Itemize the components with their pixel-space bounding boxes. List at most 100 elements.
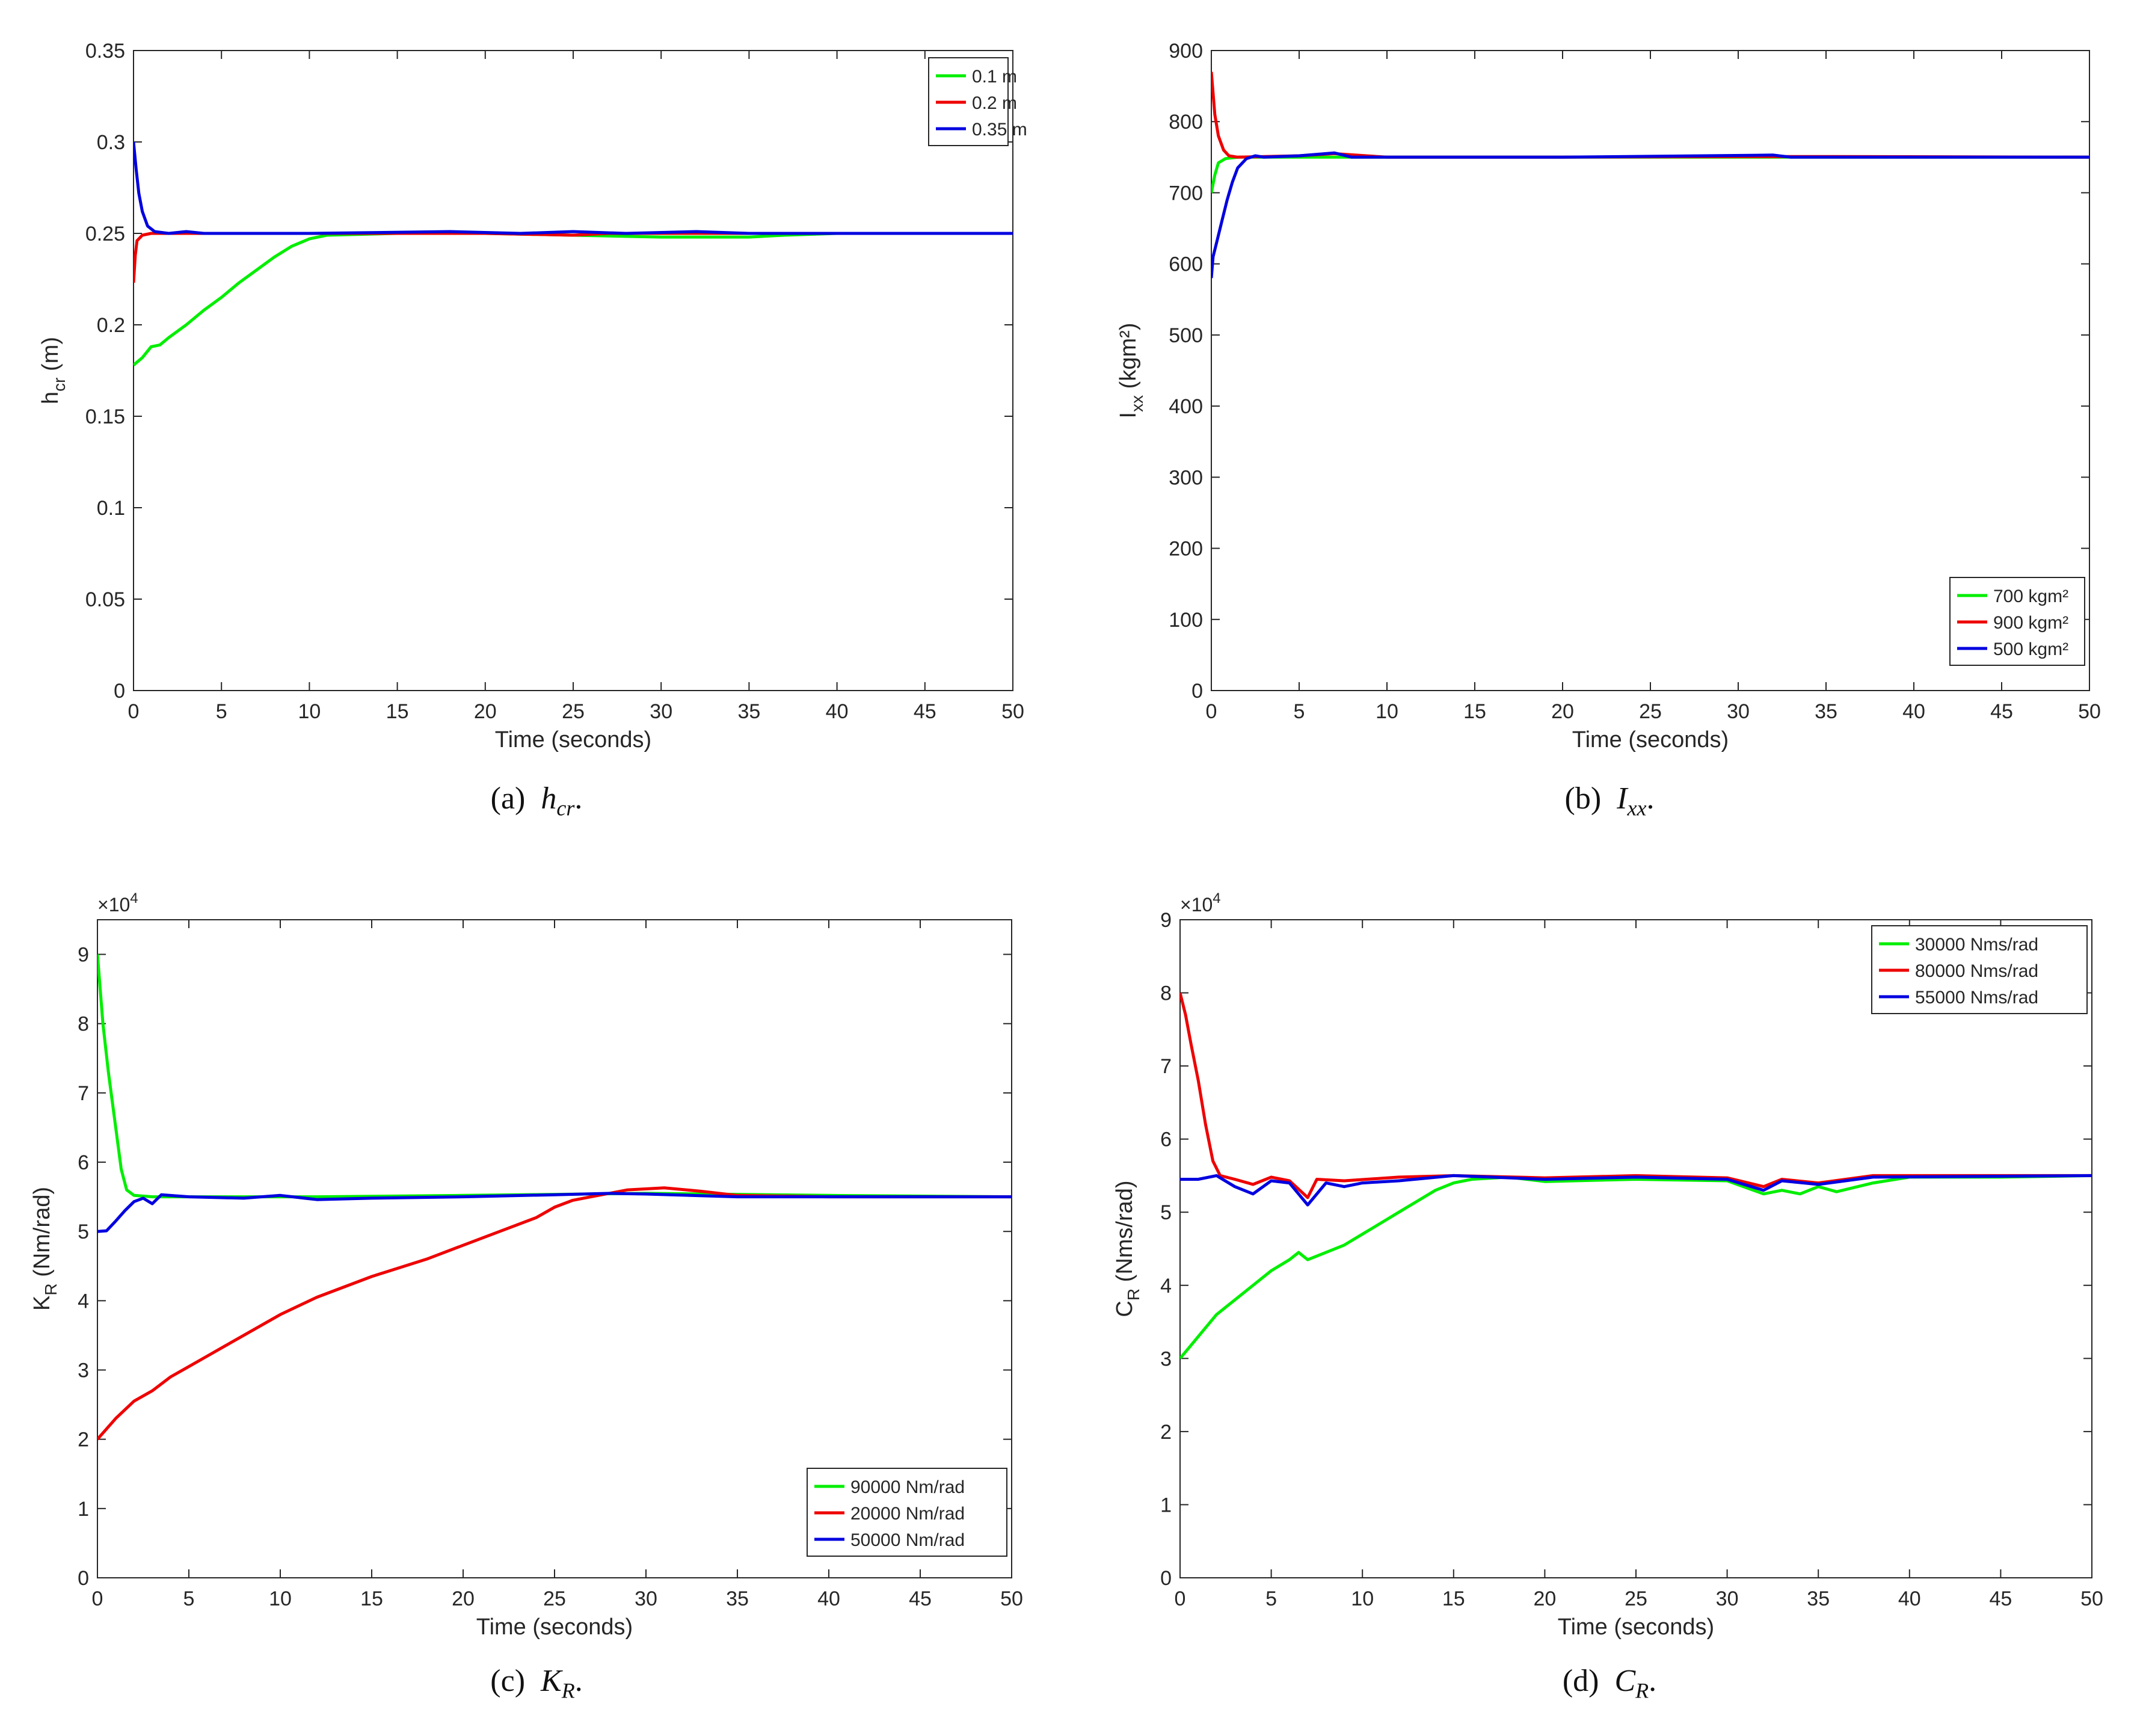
x-tick-label: 15 — [386, 700, 409, 723]
x-axis-label: Time (seconds) — [1572, 727, 1729, 753]
chart-panel-d: 0 5 10 15 20 25 30 35 40 45 50 0 1 2 3 4 5 6 7 8 9 ×104 Time (… — [1073, 868, 2146, 1736]
chart-panel-a: 0 5 10 15 20 25 30 35 40 45 50 0 0.05 0.1 0.15 0.2 0.25 0… — [0, 0, 1073, 868]
y-tick-label: 0.25 — [85, 223, 125, 245]
y-tick-label: 0.2 — [97, 314, 125, 337]
legend-label: 20000 Nm/rad — [850, 1504, 965, 1524]
x-tick-label: 25 — [1639, 700, 1662, 723]
y-tick-label: 0.1 — [97, 497, 125, 520]
x-tick-label: 35 — [737, 700, 760, 723]
legend-label: 80000 Nms/rad — [1915, 961, 2038, 981]
x-tick-label: 5 — [216, 700, 227, 723]
y-tick-label: 3 — [1160, 1347, 1172, 1370]
x-tick-label: 30 — [1727, 700, 1750, 723]
y-tick-label: 400 — [1169, 395, 1203, 418]
x-tick-label: 10 — [269, 1587, 292, 1610]
legend-label: 30000 Nms/rad — [1915, 935, 2038, 955]
legend-label: 0.2 m — [972, 93, 1017, 113]
x-tick-label: 25 — [543, 1587, 566, 1610]
y-tick-label: 1 — [78, 1498, 89, 1521]
caption-symbol: I — [1617, 781, 1628, 816]
x-tick-label: 5 — [1294, 700, 1305, 723]
x-tick-label: 45 — [909, 1587, 932, 1610]
chart-panel-c: 0 5 10 15 20 25 30 35 40 45 50 0 1 2 3 4 5 6 7 8 9 ×104 Time (… — [0, 868, 1073, 1736]
caption-symbol: C — [1614, 1664, 1636, 1698]
y-tick-label: 8 — [1160, 982, 1172, 1005]
x-tick-label: 20 — [474, 700, 497, 723]
x-axis-label: Time (seconds) — [476, 1614, 633, 1640]
x-tick-label: 20 — [1551, 700, 1574, 723]
x-tick-label: 20 — [1533, 1587, 1556, 1610]
y-tick-label: 600 — [1169, 253, 1203, 276]
x-tick-label: 40 — [826, 700, 849, 723]
x-tick-label: 30 — [650, 700, 672, 723]
caption-a: (a) hcr. — [0, 781, 1073, 820]
series-line-green — [134, 232, 1013, 366]
caption-label: (d) — [1562, 1664, 1599, 1698]
y-tick-label: 9 — [78, 944, 89, 967]
x-axis-label: Time (seconds) — [495, 727, 651, 753]
x-tick-label: 50 — [1001, 700, 1024, 723]
legend-label: 0.35 m — [972, 120, 1027, 140]
y-tick-label: 6 — [78, 1151, 89, 1174]
plot-area — [133, 50, 1013, 691]
x-tick-label: 50 — [2078, 700, 2101, 723]
x-tick-label: 15 — [1463, 700, 1486, 723]
y-tick-label: 0.35 — [85, 40, 125, 63]
x-tick-label: 15 — [1442, 1587, 1465, 1610]
x-tick-label: 5 — [183, 1587, 195, 1610]
y-axis-label: CR (Nms/rad) — [1112, 1180, 1143, 1317]
y-tick-label: 6 — [1160, 1128, 1172, 1151]
y-tick-label: 9 — [1160, 909, 1172, 932]
x-tick-label: 25 — [562, 700, 585, 723]
legend-label: 700 kgm² — [1993, 586, 2068, 606]
y-exponent: ×104 — [97, 890, 138, 916]
chart-panel-b: 0 5 10 15 20 25 30 35 40 45 50 0 100 200 300 400 500 600 7… — [1073, 0, 2146, 868]
series-line-green — [1180, 1174, 2092, 1359]
x-tick-label: 45 — [1989, 1587, 2012, 1610]
chart-a-svg: 0 5 10 15 20 25 30 35 40 45 50 0 0.05 0.1 0.15 0.2 0.25 0… — [38, 40, 1027, 753]
caption-end: . — [574, 1664, 583, 1698]
y-tick-label: 0 — [114, 680, 125, 703]
caption-c: (c) KR. — [0, 1663, 1073, 1703]
y-tick-label: 200 — [1169, 538, 1203, 561]
y-tick-label: 0 — [1160, 1567, 1172, 1590]
y-tick-label: 7 — [1160, 1055, 1172, 1078]
legend-label: 0.1 m — [972, 67, 1017, 87]
caption-b: (b) Ixx. — [1073, 781, 2146, 820]
series-line-red — [97, 1186, 1012, 1441]
legend-label: 90000 Nm/rad — [850, 1477, 965, 1497]
x-tick-label: 0 — [1206, 700, 1217, 723]
legend-label: 500 kgm² — [1993, 639, 2068, 659]
y-tick-label: 0.15 — [85, 405, 125, 428]
caption-subscript: cr — [556, 796, 575, 820]
y-tick-label: 0.05 — [85, 588, 125, 611]
caption-subscript: R — [561, 1678, 575, 1703]
plot-area — [1179, 919, 2092, 1578]
y-tick-label: 0.3 — [97, 131, 125, 154]
x-tick-label: 45 — [1990, 700, 2013, 723]
x-tick-label: 10 — [298, 700, 321, 723]
legend-label: 50000 Nm/rad — [850, 1530, 965, 1550]
caption-label: (b) — [1564, 781, 1602, 816]
y-axis-label: Ixx (kgm²) — [1116, 323, 1146, 419]
series-line-blue — [97, 1192, 1012, 1233]
y-tick-label: 2 — [78, 1429, 89, 1451]
x-axis-label: Time (seconds) — [1558, 1614, 1714, 1640]
legend-label: 55000 Nms/rad — [1915, 988, 2038, 1008]
x-tick-label: 40 — [817, 1587, 840, 1610]
x-tick-label: 10 — [1351, 1587, 1374, 1610]
series-line-blue — [1180, 1174, 2092, 1207]
x-tick-label: 15 — [360, 1587, 383, 1610]
x-tick-label: 0 — [92, 1587, 103, 1610]
chart-b-svg: 0 5 10 15 20 25 30 35 40 45 5001002003004005006007… — [1116, 40, 2101, 753]
caption-symbol: K — [541, 1664, 562, 1698]
x-tick-label: 10 — [1376, 700, 1398, 723]
y-tick-label: 500 — [1169, 324, 1203, 347]
caption-symbol: h — [541, 781, 557, 816]
caption-label: (a) — [490, 781, 526, 816]
caption-end: . — [574, 781, 583, 816]
y-tick-label: 7 — [78, 1082, 89, 1105]
x-tick-label: 45 — [914, 700, 936, 723]
